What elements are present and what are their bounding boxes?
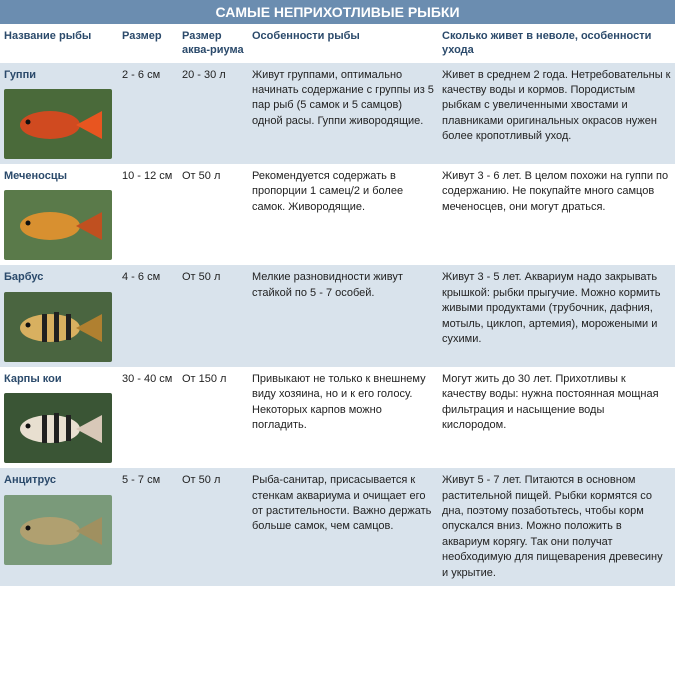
cell-size: 10 - 12 см bbox=[118, 164, 178, 265]
cell-name: Барбус bbox=[0, 265, 118, 366]
fish-name: Меченосцы bbox=[4, 170, 67, 182]
cell-name: Карпы кои bbox=[0, 367, 118, 468]
fish-image bbox=[4, 495, 112, 565]
cell-features: Привыкают не только к внешнему виду хозя… bbox=[248, 367, 438, 468]
cell-name: Анцитрус bbox=[0, 468, 118, 586]
cell-tank: От 50 л bbox=[178, 468, 248, 586]
fish-image bbox=[4, 89, 112, 159]
cell-tank: От 50 л bbox=[178, 265, 248, 366]
cell-tank: 20 - 30 л bbox=[178, 63, 248, 164]
col-size: Размер bbox=[118, 24, 178, 63]
fish-name: Гуппи bbox=[4, 69, 36, 81]
fish-image bbox=[4, 292, 112, 362]
col-name: Название рыбы bbox=[0, 24, 118, 63]
fish-name: Барбус bbox=[4, 271, 43, 283]
table-row: Барбус 4 - 6 см От 50 л Мелкие разновидн… bbox=[0, 265, 675, 366]
cell-size: 2 - 6 см bbox=[118, 63, 178, 164]
col-features: Особенности рыбы bbox=[248, 24, 438, 63]
cell-tank: От 150 л bbox=[178, 367, 248, 468]
table-row: Меченосцы 10 - 12 см От 50 л Рекомендует… bbox=[0, 164, 675, 265]
table-row: Анцитрус 5 - 7 см От 50 л Рыба-санитар, … bbox=[0, 468, 675, 586]
cell-care: Живет в среднем 2 года. Нетребовательны … bbox=[438, 63, 675, 164]
cell-size: 30 - 40 см bbox=[118, 367, 178, 468]
cell-tank: От 50 л bbox=[178, 164, 248, 265]
fish-image bbox=[4, 190, 112, 260]
table-row: Карпы кои 30 - 40 см От 150 л Привыкают … bbox=[0, 367, 675, 468]
cell-care: Могут жить до 30 лет. Прихотливы к качес… bbox=[438, 367, 675, 468]
cell-name: Меченосцы bbox=[0, 164, 118, 265]
cell-features: Живут группами, оптимально начинать соде… bbox=[248, 63, 438, 164]
cell-features: Рыба-санитар, присасывается к стенкам ак… bbox=[248, 468, 438, 586]
fish-name: Карпы кои bbox=[4, 373, 62, 385]
cell-care: Живут 3 - 5 лет. Аквариум надо закрывать… bbox=[438, 265, 675, 366]
col-care: Сколько живет в неволе, особенности уход… bbox=[438, 24, 675, 63]
page-title: САМЫЕ НЕПРИХОТЛИВЫЕ РЫБКИ bbox=[0, 0, 675, 24]
col-tank: Размер аква-риума bbox=[178, 24, 248, 63]
cell-name: Гуппи bbox=[0, 63, 118, 164]
cell-size: 4 - 6 см bbox=[118, 265, 178, 366]
cell-size: 5 - 7 см bbox=[118, 468, 178, 586]
cell-features: Мелкие разновидности живут стайкой по 5 … bbox=[248, 265, 438, 366]
cell-care: Живут 5 - 7 лет. Питаются в основном рас… bbox=[438, 468, 675, 586]
header-row: Название рыбы Размер Размер аква-риума О… bbox=[0, 24, 675, 63]
table-row: Гуппи 2 - 6 см 20 - 30 л Живут группами,… bbox=[0, 63, 675, 164]
cell-features: Рекомендуется содержать в пропорции 1 са… bbox=[248, 164, 438, 265]
fish-table: Название рыбы Размер Размер аква-риума О… bbox=[0, 24, 675, 586]
cell-care: Живут 3 - 6 лет. В целом похожи на гуппи… bbox=[438, 164, 675, 265]
fish-image bbox=[4, 393, 112, 463]
fish-name: Анцитрус bbox=[4, 474, 56, 486]
